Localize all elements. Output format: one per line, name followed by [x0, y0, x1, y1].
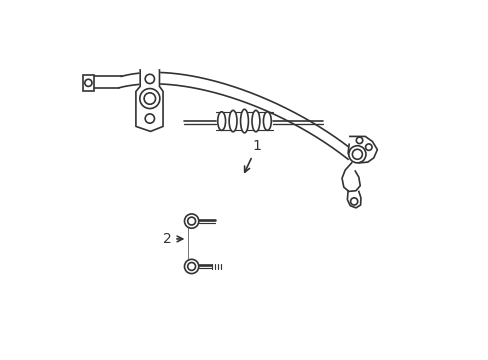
Ellipse shape [229, 111, 237, 132]
Circle shape [365, 144, 371, 150]
Ellipse shape [217, 112, 225, 130]
Text: 1: 1 [244, 139, 261, 172]
Text: 2: 2 [162, 232, 183, 246]
Circle shape [145, 74, 154, 84]
Bar [83, 75, 94, 91]
Circle shape [140, 89, 160, 109]
Ellipse shape [251, 111, 259, 132]
Circle shape [184, 214, 198, 228]
Circle shape [350, 198, 357, 205]
Polygon shape [347, 136, 377, 163]
Polygon shape [341, 163, 360, 192]
Circle shape [184, 259, 198, 274]
Polygon shape [346, 191, 360, 208]
Circle shape [145, 114, 154, 123]
Circle shape [348, 146, 365, 163]
Ellipse shape [240, 109, 248, 133]
Circle shape [356, 137, 362, 144]
Ellipse shape [263, 112, 271, 130]
Polygon shape [136, 70, 163, 131]
